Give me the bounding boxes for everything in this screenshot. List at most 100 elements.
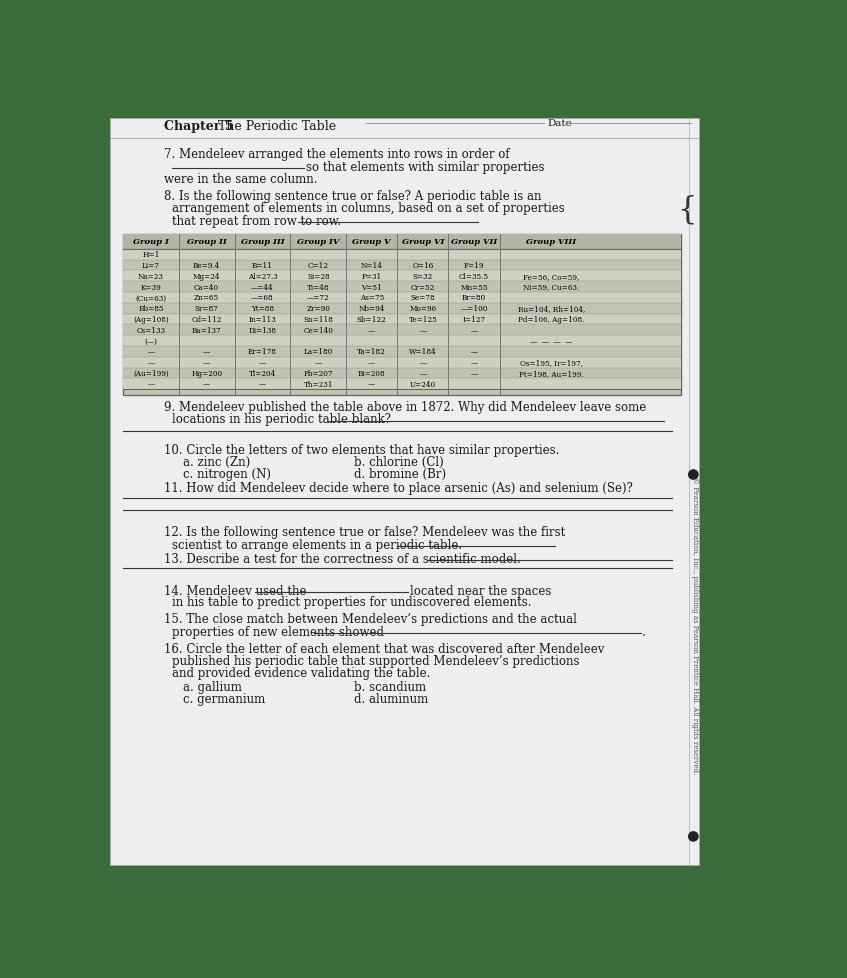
Text: La=180: La=180 [303, 348, 333, 356]
FancyBboxPatch shape [123, 235, 681, 396]
Text: —: — [368, 327, 375, 334]
Text: Ti=48: Ti=48 [307, 284, 329, 291]
Text: arrangement of elements in columns, based on a set of properties: arrangement of elements in columns, base… [172, 202, 564, 215]
Text: 10. Circle the letters of two elements that have similar properties.: 10. Circle the letters of two elements t… [164, 443, 559, 457]
Text: Pt=198, Au=199.: Pt=198, Au=199. [519, 370, 584, 378]
Text: —: — [259, 359, 266, 367]
Text: so that elements with similar properties: so that elements with similar properties [306, 160, 545, 173]
Text: Zr=90: Zr=90 [307, 305, 330, 313]
Text: d. aluminum: d. aluminum [354, 692, 428, 705]
Text: Mg=24: Mg=24 [193, 273, 220, 281]
Text: Date: Date [548, 119, 573, 128]
FancyBboxPatch shape [123, 335, 681, 346]
Text: Er=178: Er=178 [248, 348, 277, 356]
Text: 9. Mendeleev published the table above in 1872. Why did Mendeleev leave some: 9. Mendeleev published the table above i… [164, 400, 646, 414]
Text: (Au=199): (Au=199) [133, 370, 169, 378]
Circle shape [689, 832, 698, 841]
Text: Chapter 5: Chapter 5 [164, 120, 234, 133]
Text: Group VIII: Group VIII [527, 238, 577, 246]
Text: 8. Is the following sentence true or false? A periodic table is an: 8. Is the following sentence true or fal… [164, 190, 541, 202]
Text: Ba=137: Ba=137 [191, 327, 221, 334]
Text: Te=125: Te=125 [408, 316, 437, 324]
Text: that repeat from row to row.: that repeat from row to row. [172, 214, 340, 227]
Text: (Ag=108): (Ag=108) [133, 316, 169, 324]
Text: a. zinc (Zn): a. zinc (Zn) [183, 456, 251, 468]
Text: Group II: Group II [186, 238, 226, 246]
Text: Group I: Group I [133, 238, 169, 246]
Text: —: — [147, 348, 154, 356]
Text: locations in his periodic table blank?: locations in his periodic table blank? [172, 413, 390, 425]
Text: —: — [203, 380, 210, 388]
Text: 12. Is the following sentence true or false? Mendeleev was the first: 12. Is the following sentence true or fa… [164, 526, 565, 539]
Text: —=72: —=72 [307, 294, 329, 302]
Text: were in the same column.: were in the same column. [164, 173, 318, 186]
Text: Br=80: Br=80 [462, 294, 486, 302]
Text: c. nitrogen (N): c. nitrogen (N) [183, 467, 271, 480]
Text: (Cu=63): (Cu=63) [136, 294, 166, 302]
Text: U=240: U=240 [410, 380, 436, 388]
Text: —: — [470, 370, 478, 378]
Text: a. gallium: a. gallium [183, 681, 242, 693]
Text: {: { [678, 195, 697, 225]
Text: Sn=118: Sn=118 [303, 316, 333, 324]
Text: —: — [203, 359, 210, 367]
Text: Group VI: Group VI [401, 238, 444, 246]
Text: 15. The close match between Mendeleev’s predictions and the actual: 15. The close match between Mendeleev’s … [164, 613, 577, 626]
Text: —: — [470, 348, 478, 356]
Text: —: — [419, 327, 427, 334]
Text: Bi=208: Bi=208 [358, 370, 385, 378]
Text: .: . [642, 625, 646, 638]
FancyBboxPatch shape [110, 119, 699, 865]
FancyBboxPatch shape [123, 368, 681, 378]
Text: K=39: K=39 [141, 284, 161, 291]
Text: Os=195, Ir=197,: Os=195, Ir=197, [520, 359, 583, 367]
Text: —: — [203, 348, 210, 356]
Text: Cs=133: Cs=133 [136, 327, 165, 334]
Text: Cl=35.5: Cl=35.5 [459, 273, 489, 281]
Text: Mo=96: Mo=96 [409, 305, 436, 313]
Text: —: — [147, 359, 154, 367]
Text: Th=231: Th=231 [303, 380, 333, 388]
Polygon shape [699, 117, 762, 870]
Text: Hg=200: Hg=200 [191, 370, 222, 378]
Text: Di=138: Di=138 [248, 327, 276, 334]
Text: Cr=52: Cr=52 [411, 284, 435, 291]
Text: In=113: In=113 [248, 316, 276, 324]
Text: —=100: —=100 [460, 305, 488, 313]
Text: —: — [470, 359, 478, 367]
Text: V=51: V=51 [362, 284, 382, 291]
Text: As=75: As=75 [360, 294, 384, 302]
Text: W=184: W=184 [409, 348, 437, 356]
Text: Pb=207: Pb=207 [303, 370, 333, 378]
Text: Ta=182: Ta=182 [357, 348, 386, 356]
Text: 14. Mendeleev used the: 14. Mendeleev used the [164, 584, 307, 598]
Text: Rb=85: Rb=85 [138, 305, 163, 313]
Text: —: — [368, 380, 375, 388]
Text: Sr=87: Sr=87 [195, 305, 219, 313]
Text: The Periodic Table: The Periodic Table [219, 120, 336, 133]
Circle shape [689, 470, 698, 479]
FancyBboxPatch shape [123, 346, 681, 357]
Text: 13. Describe a test for the correctness of a scientific model.: 13. Describe a test for the correctness … [164, 552, 521, 565]
Text: Ce=140: Ce=140 [303, 327, 333, 334]
Text: C=12: C=12 [307, 262, 329, 270]
Text: Ni=59, Cu=63.: Ni=59, Cu=63. [523, 284, 579, 291]
Text: Be=9.4: Be=9.4 [193, 262, 220, 270]
Text: B=11: B=11 [252, 262, 273, 270]
Text: Yt=88: Yt=88 [251, 305, 274, 313]
FancyBboxPatch shape [123, 249, 681, 260]
Text: scientist to arrange elements in a periodic table.: scientist to arrange elements in a perio… [172, 538, 462, 552]
FancyBboxPatch shape [123, 292, 681, 303]
Text: —: — [259, 380, 266, 388]
Text: © Pearson Education, Inc., publishing as Pearson Prentice Hall. All rights reser: © Pearson Education, Inc., publishing as… [691, 476, 699, 774]
Text: —: — [419, 370, 427, 378]
Text: 16. Circle the letter of each element that was discovered after Mendeleev: 16. Circle the letter of each element th… [164, 642, 605, 655]
Text: Sb=122: Sb=122 [357, 316, 386, 324]
Text: Si=28: Si=28 [307, 273, 329, 281]
Text: Al=27.3: Al=27.3 [247, 273, 277, 281]
Text: b. scandium: b. scandium [354, 681, 426, 693]
Text: —: — [314, 359, 322, 367]
Text: 11. How did Mendeleev decide where to place arsenic (As) and selenium (Se)?: 11. How did Mendeleev decide where to pl… [164, 481, 633, 494]
Text: Group IV: Group IV [297, 238, 340, 246]
Text: F=19: F=19 [464, 262, 484, 270]
